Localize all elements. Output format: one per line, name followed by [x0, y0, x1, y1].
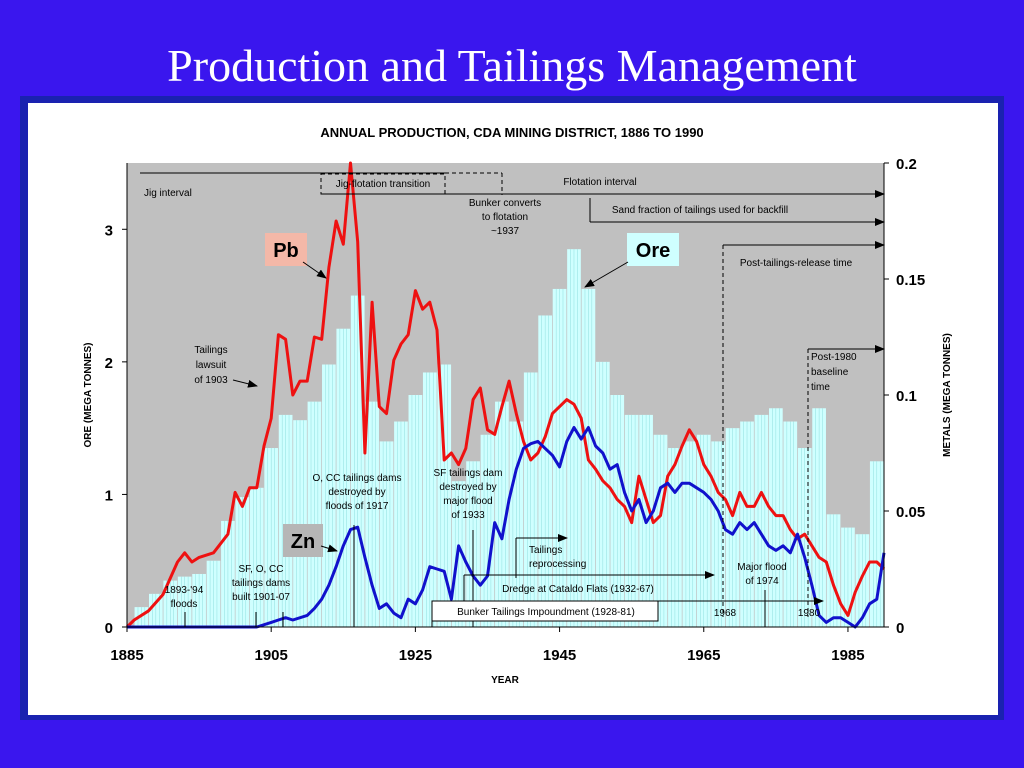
sf-dam-1933-label-line: destroyed by	[439, 482, 496, 493]
zn-label-arrow	[320, 544, 338, 553]
tailings-reprocessing-label-line: reprocessing	[529, 559, 586, 570]
floods-1893-label-line: floods	[171, 599, 198, 610]
y-right-tick-label: 0.1	[896, 388, 917, 405]
pb-label-arrow	[302, 261, 327, 279]
post-tailings-release-label: Post-tailings-release time	[740, 258, 853, 269]
major-flood-1974-label-line: Major flood	[737, 562, 786, 573]
tailings-lawsuit-label-line: lawsuit	[196, 360, 227, 371]
ore-label: Ore	[636, 240, 670, 262]
post-1980-label-line: time	[811, 382, 830, 393]
x-axis-title: YEAR	[491, 675, 520, 686]
jig-flotation-transition-label: Jig-flotation transition	[336, 179, 431, 190]
bunker-impoundment-label: Bunker Tailings Impoundment (1928-81)	[457, 607, 635, 618]
y-right-tick-label: 0	[896, 620, 904, 637]
y-left-tick-label: 3	[105, 222, 113, 239]
bunker-converts-label-line: Bunker converts	[469, 198, 541, 209]
chart-title: ANNUAL PRODUCTION, CDA MINING DISTRICT, …	[320, 125, 703, 140]
sf-dam-1933-label-line: major flood	[443, 496, 492, 507]
y-right-tick-label: 0.15	[896, 272, 925, 289]
sand-fraction-label: Sand fraction of tailings used for backf…	[612, 205, 788, 216]
zn-line	[127, 426, 886, 629]
x-tick-label: 1905	[255, 647, 288, 664]
axes: 1885 1905 1925 1945 1965 1985 0 1 2 3 0 0.05 0.1 0.15…	[83, 156, 953, 686]
sf-dam-1933-label-line: SF tailings dam	[434, 468, 503, 479]
zn-label-box	[283, 524, 323, 557]
x-tick-label: 1985	[831, 647, 864, 664]
sf-dams-built-label-line: SF, O, CC	[238, 564, 283, 575]
y-left-tick-label: 2	[105, 355, 113, 372]
oc-dams-1917-label-line: O, CC tailings dams	[313, 473, 402, 484]
x-tick-label: 1885	[110, 647, 143, 664]
pb-label-box	[265, 233, 307, 266]
major-flood-1974-label-line: of 1974	[745, 576, 779, 587]
jig-interval-label: Jig interval	[144, 188, 192, 199]
sf-dams-built-label-line: tailings dams	[232, 578, 290, 589]
bunker-converts-label-line: to flotation	[482, 212, 528, 223]
y-right-tick-label: 0.05	[896, 504, 925, 521]
sf-dams-built-label-line: built 1901-07	[232, 592, 290, 603]
y-right-tick-label: 0.2	[896, 156, 917, 173]
annotations: Jig interval Jig-flotation transition Flot…	[140, 172, 885, 627]
y-left-tick-label: 1	[105, 487, 113, 504]
y-right-axis-title: METALS (MEGA TONNES)	[942, 333, 953, 457]
ore-label-box	[627, 233, 679, 266]
post-1980-label-line: Post-1980	[811, 352, 857, 363]
bunker-converts-label-line: ~1937	[491, 226, 520, 237]
post-1980-label-line: baseline	[811, 367, 849, 378]
y-left-axis-title: ORE (MEGA TONNES)	[83, 342, 94, 447]
year-1968-label: 1968	[714, 608, 737, 619]
pb-line	[125, 161, 886, 629]
oc-dams-1917-label-line: floods of 1917	[326, 501, 389, 512]
sf-dam-1933-label-line: of 1933	[451, 510, 485, 521]
slide-title: Production and Tailings Management	[167, 40, 857, 91]
flotation-interval-label: Flotation interval	[563, 177, 636, 188]
tailings-lawsuit-label-line: of 1903	[194, 375, 228, 386]
oc-dams-1917-label-line: destroyed by	[328, 487, 385, 498]
tailings-lawsuit-label-line: Tailings	[194, 345, 227, 356]
year-1980-label: 1980	[798, 608, 821, 619]
dredge-label: Dredge at Cataldo Flats (1932-67)	[502, 584, 654, 595]
x-tick-label: 1925	[399, 647, 432, 664]
ore-label-arrow	[584, 261, 629, 288]
floods-1893-label-line: 1893-'94	[165, 585, 204, 596]
x-tick-label: 1945	[543, 647, 576, 664]
y-left-tick-label: 0	[105, 620, 113, 637]
pb-label: Pb	[273, 240, 299, 262]
tailings-lawsuit-arrow	[232, 379, 258, 388]
x-tick-label: 1965	[687, 647, 720, 664]
zn-label: Zn	[291, 531, 315, 553]
tailings-reprocessing-label-line: Tailings	[529, 545, 562, 556]
